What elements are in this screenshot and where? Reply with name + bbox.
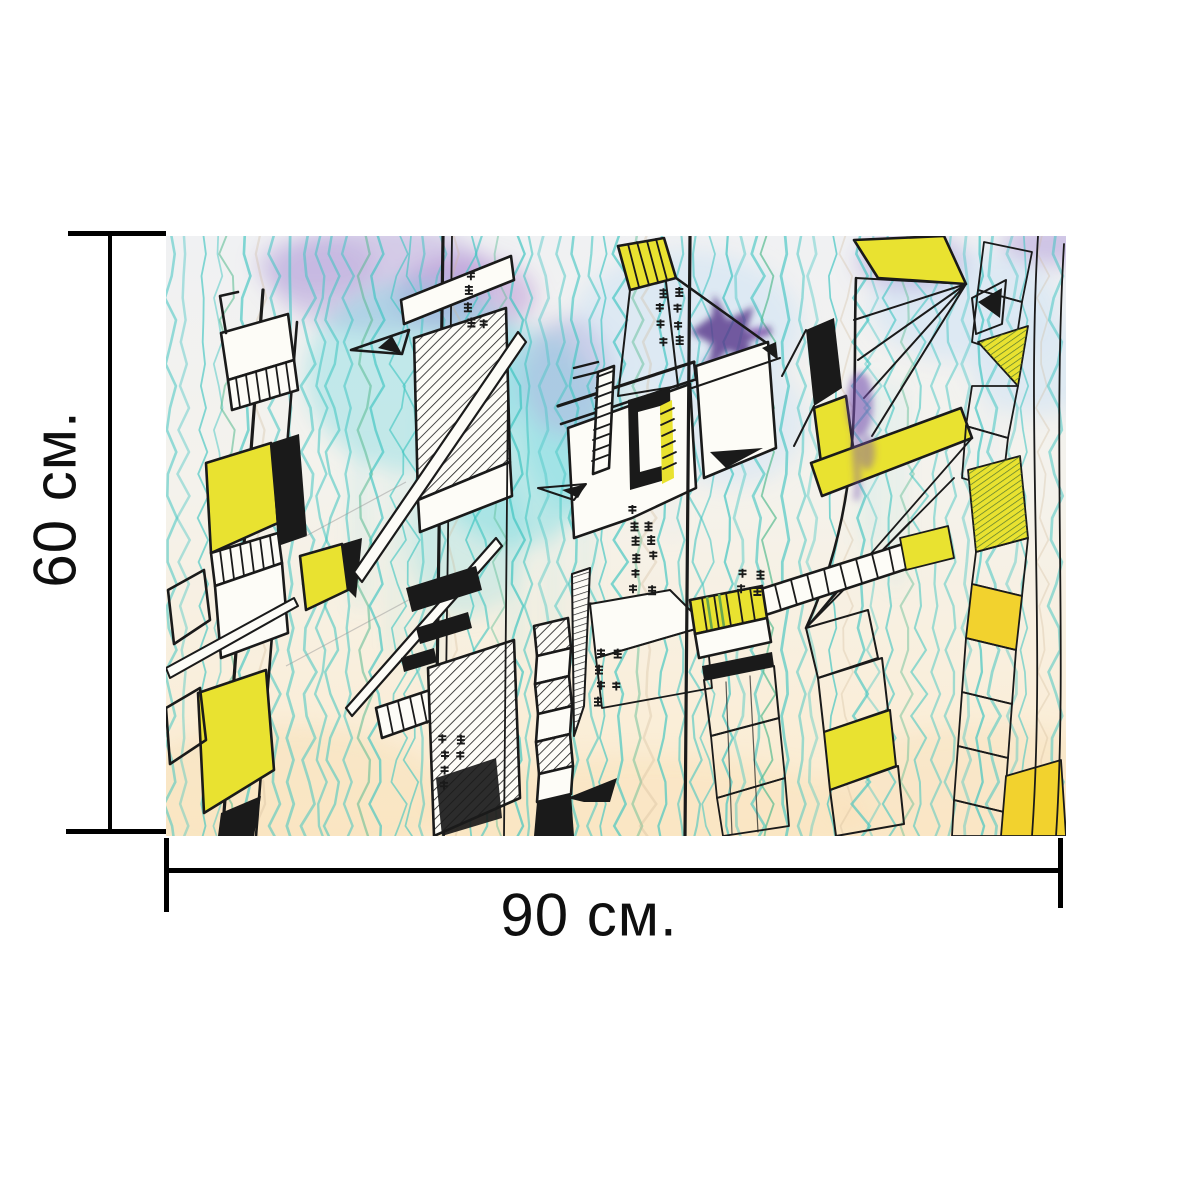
width-dimension-cap-left	[164, 838, 169, 912]
height-dimension-cap-top	[68, 231, 166, 236]
artwork-svg	[166, 236, 1066, 836]
artwork-image	[166, 236, 1066, 836]
ink-drawing	[166, 236, 1066, 836]
height-dimension-line	[108, 233, 112, 833]
width-dimension-line	[166, 868, 1063, 873]
width-dimension-cap-right	[1058, 838, 1063, 908]
height-dimension-cap-bottom	[66, 829, 166, 834]
glyph-marks	[438, 271, 765, 790]
width-dimension-label: 90 см.	[500, 881, 678, 949]
height-dimension-label: 60 см.	[21, 410, 89, 588]
purple-drip-wash	[847, 372, 875, 501]
